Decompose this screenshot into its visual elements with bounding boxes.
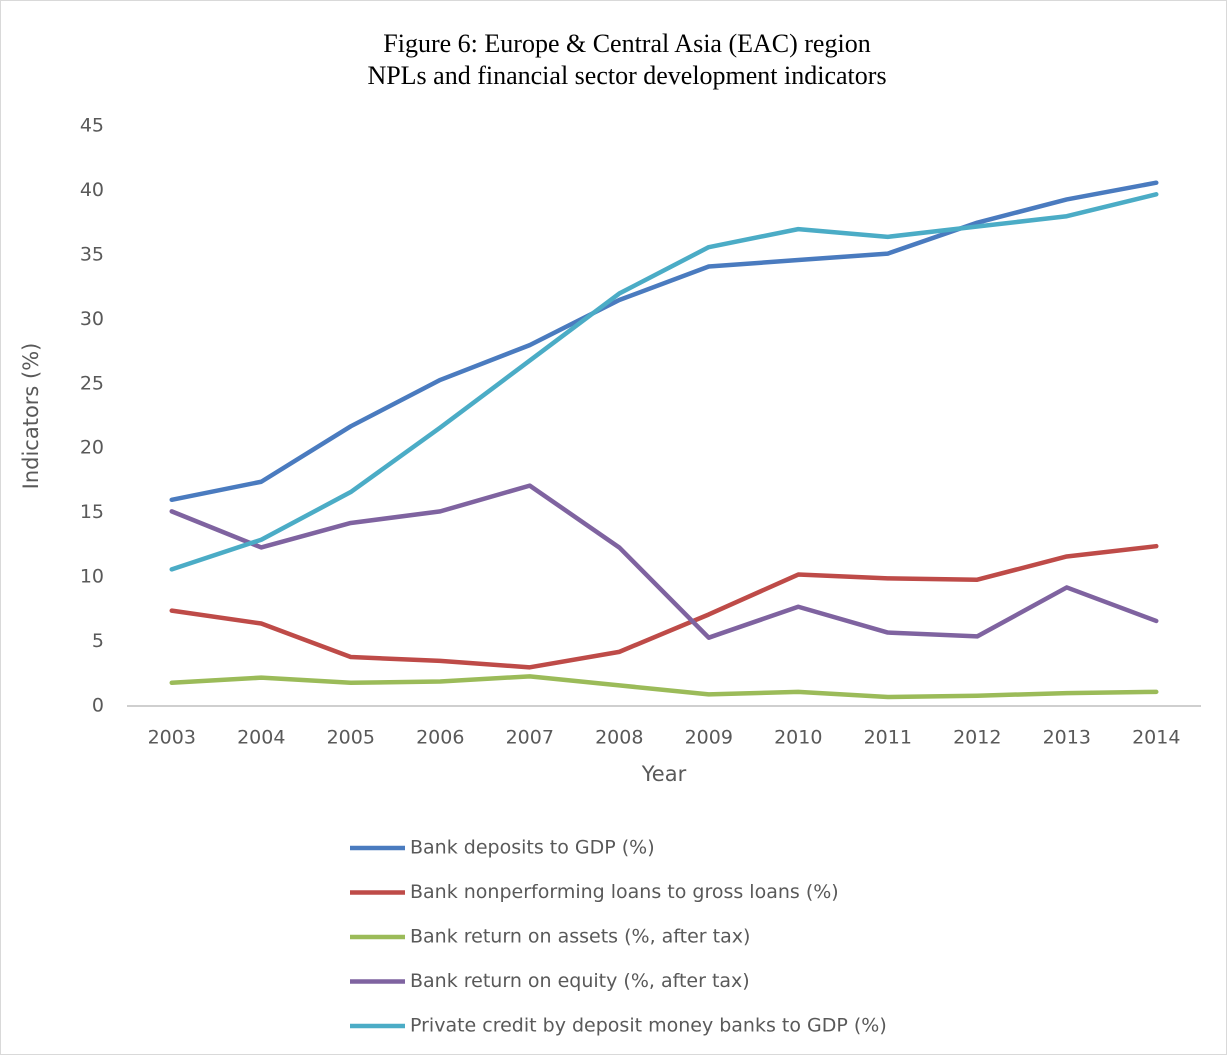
legend-label: Bank deposits to GDP (%) <box>410 837 655 859</box>
x-tick-label: 2008 <box>595 727 643 749</box>
chart-title: NPLs and financial sector development in… <box>367 61 886 90</box>
y-tick-label: 30 <box>80 308 104 330</box>
y-tick-label: 45 <box>80 115 104 137</box>
x-tick-label: 2013 <box>1043 727 1091 749</box>
y-tick-label: 10 <box>80 566 104 588</box>
y-tick-label: 35 <box>80 243 104 265</box>
x-tick-label: 2006 <box>416 727 464 749</box>
y-tick-label: 5 <box>92 630 104 652</box>
legend-label: Private credit by deposit money banks to… <box>410 1015 887 1037</box>
series-line <box>169 674 1159 700</box>
x-axis-title: Year <box>641 762 687 786</box>
x-tick-label: 2004 <box>237 727 285 749</box>
series-line <box>169 483 1159 640</box>
x-tick-label: 2007 <box>506 727 554 749</box>
chart-title: Figure 6: Europe & Central Asia (EAC) re… <box>383 29 870 58</box>
x-tick-label: 2014 <box>1132 727 1180 749</box>
x-tick-label: 2009 <box>685 727 733 749</box>
legend-label: Bank return on assets (%, after tax) <box>410 926 750 948</box>
y-tick-label: 25 <box>80 372 104 394</box>
series-line <box>169 180 1159 503</box>
x-tick-label: 2003 <box>148 727 196 749</box>
y-axis-title: Indicators (%) <box>19 343 43 490</box>
x-tick-label: 2010 <box>774 727 822 749</box>
y-tick-label: 40 <box>80 179 104 201</box>
y-tick-label: 15 <box>80 501 104 523</box>
y-tick-label: 20 <box>80 437 104 459</box>
x-tick-label: 2011 <box>864 727 912 749</box>
series-line <box>169 192 1159 572</box>
y-tick-label: 0 <box>92 695 104 717</box>
series-line <box>169 543 1159 670</box>
legend-label: Bank nonperforming loans to gross loans … <box>410 881 839 903</box>
x-tick-label: 2005 <box>327 727 375 749</box>
legend-label: Bank return on equity (%, after tax) <box>410 970 750 992</box>
x-tick-label: 2012 <box>953 727 1001 749</box>
